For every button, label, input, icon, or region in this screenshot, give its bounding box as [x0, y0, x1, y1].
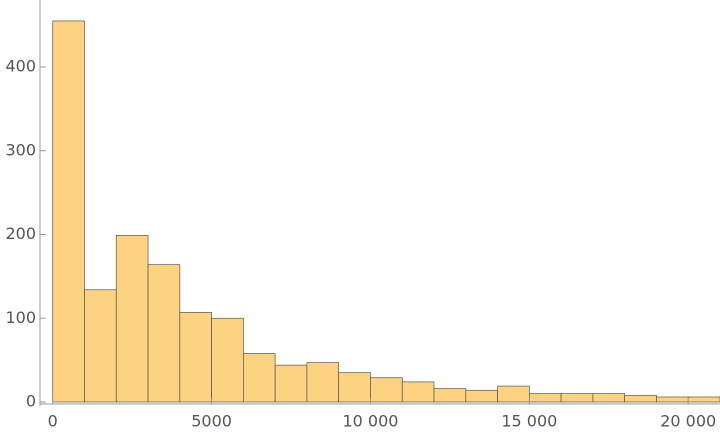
- bar: [115, 234, 149, 403]
- bar: [179, 312, 212, 403]
- bar: [306, 362, 340, 403]
- bar: [560, 393, 594, 403]
- bar: [274, 364, 308, 403]
- x-tick-label: 0: [48, 412, 58, 431]
- bar: [624, 394, 657, 403]
- bar: [84, 289, 117, 403]
- x-tick-label: 5000: [191, 412, 232, 431]
- y-tick-label: 100: [5, 308, 36, 327]
- bar: [243, 353, 276, 403]
- bar: [433, 388, 467, 403]
- bar: [465, 389, 498, 403]
- y-tick-label: 0: [26, 392, 36, 411]
- y-tick-label: 300: [5, 140, 36, 159]
- x-tick-label: 10 000: [342, 412, 398, 431]
- bar: [656, 396, 689, 403]
- x-tick-label: 20 000: [660, 412, 716, 431]
- bar: [147, 264, 181, 403]
- bar: [497, 385, 530, 403]
- y-tick-label: 200: [5, 224, 36, 243]
- bar: [370, 377, 403, 403]
- bar: [338, 372, 371, 403]
- y-tick-label: 400: [5, 57, 36, 76]
- bar: [687, 396, 720, 403]
- bar: [592, 393, 626, 403]
- bar: [401, 381, 435, 403]
- bar: [211, 317, 244, 403]
- bar: [52, 20, 85, 403]
- x-tick-label: 15 000: [501, 412, 557, 431]
- bar: [528, 393, 562, 403]
